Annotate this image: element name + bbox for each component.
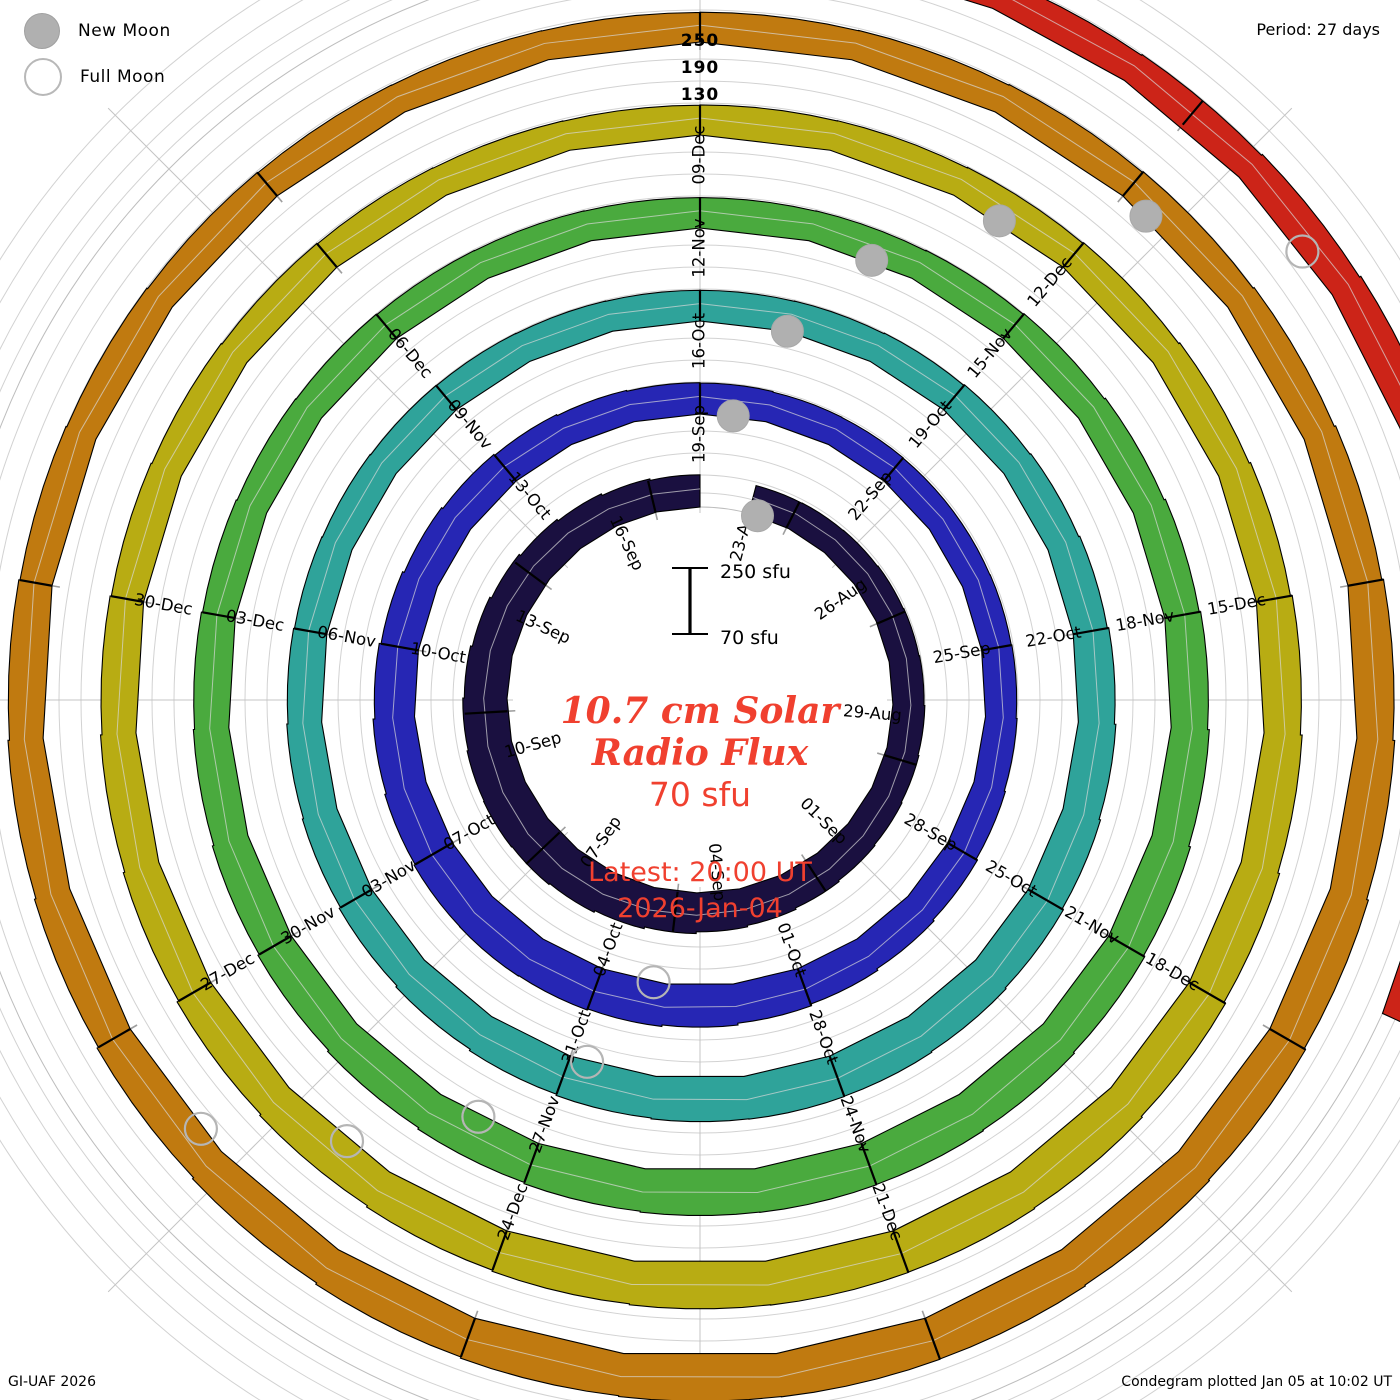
legend-item-full-moon: Full Moon bbox=[24, 54, 171, 100]
date-label: 16-Oct bbox=[690, 313, 709, 369]
full-moon-marker bbox=[329, 1124, 365, 1159]
date-label: 09-Nov bbox=[444, 396, 497, 454]
new-moon-marker bbox=[716, 399, 750, 433]
date-label: 26-Aug bbox=[811, 574, 870, 624]
flux-band-2 bbox=[372, 382, 1018, 1028]
date-label: 19-Sep bbox=[690, 405, 709, 463]
flux-band-1 bbox=[462, 474, 926, 935]
date-label: 12-Dec bbox=[1023, 253, 1075, 310]
date-label: 09-Dec bbox=[690, 126, 709, 185]
date-label: 15-Nov bbox=[963, 324, 1016, 382]
date-label: 10-Sep bbox=[502, 728, 563, 762]
radial-tick-190: 190 bbox=[680, 58, 720, 78]
new-moon-marker bbox=[770, 314, 804, 348]
full-moon-marker bbox=[183, 1111, 218, 1146]
date-label: 29-Aug bbox=[842, 701, 902, 725]
date-label: 24-Nov bbox=[836, 1093, 874, 1155]
date-label: 28-Oct bbox=[805, 1007, 842, 1067]
date-label: 07-Sep bbox=[576, 812, 625, 871]
period-note: Period: 27 days bbox=[1256, 20, 1380, 39]
full-moon-marker bbox=[1285, 234, 1320, 269]
radial-tick-250: 250 bbox=[680, 31, 720, 51]
date-label: 27-Nov bbox=[525, 1093, 563, 1155]
flux-rings-layer bbox=[7, 0, 1400, 1400]
date-label: 31-Oct bbox=[558, 1007, 595, 1067]
date-label: 13-Sep bbox=[513, 606, 574, 647]
date-label: 06-Dec bbox=[384, 324, 436, 381]
new-moon-marker bbox=[982, 204, 1016, 238]
date-label: 07-Oct bbox=[440, 810, 498, 855]
date-label: 24-Dec bbox=[494, 1181, 532, 1243]
new-moon-icon bbox=[24, 13, 60, 49]
date-label: 19-Oct bbox=[905, 396, 956, 451]
legend-label-new-moon: New Moon bbox=[78, 21, 171, 41]
radial-axis-ticks: 250 190 130 bbox=[0, 28, 1400, 109]
flux-band-4 bbox=[192, 197, 1210, 1217]
full-moon-icon bbox=[24, 58, 62, 96]
full-moon-marker bbox=[461, 1099, 496, 1134]
moon-markers-layer bbox=[183, 199, 1320, 1159]
legend: New Moon Full Moon bbox=[24, 8, 171, 100]
legend-item-new-moon: New Moon bbox=[24, 8, 171, 54]
new-moon-marker bbox=[1129, 199, 1163, 233]
date-label: 01-Oct bbox=[773, 920, 810, 980]
date-label: 28-Sep bbox=[901, 809, 961, 854]
date-label: 04-Oct bbox=[590, 920, 627, 980]
new-moon-marker bbox=[855, 243, 889, 277]
date-label: 12-Nov bbox=[690, 218, 709, 277]
legend-label-full-moon: Full Moon bbox=[80, 67, 166, 87]
radial-tick-130: 130 bbox=[680, 85, 720, 105]
flux-band-5 bbox=[99, 104, 1303, 1310]
date-label: 13-Oct bbox=[505, 468, 556, 523]
full-moon-marker bbox=[636, 965, 671, 1000]
date-label: 01-Sep bbox=[796, 794, 851, 848]
flux-band-6 bbox=[7, 11, 1396, 1400]
date-label: 21-Dec bbox=[868, 1181, 906, 1243]
date-label: 22-Sep bbox=[844, 467, 896, 524]
new-moon-marker bbox=[741, 499, 775, 533]
footer-plot-time: Condegram plotted Jan 05 at 10:02 UT bbox=[1121, 1374, 1392, 1390]
date-label: 25-Oct bbox=[982, 856, 1040, 901]
date-label: 16-Sep bbox=[606, 513, 648, 574]
footer-credit: GI-UAF 2026 bbox=[8, 1374, 96, 1390]
full-moon-marker bbox=[569, 1044, 605, 1079]
flux-band-3 bbox=[286, 289, 1117, 1123]
